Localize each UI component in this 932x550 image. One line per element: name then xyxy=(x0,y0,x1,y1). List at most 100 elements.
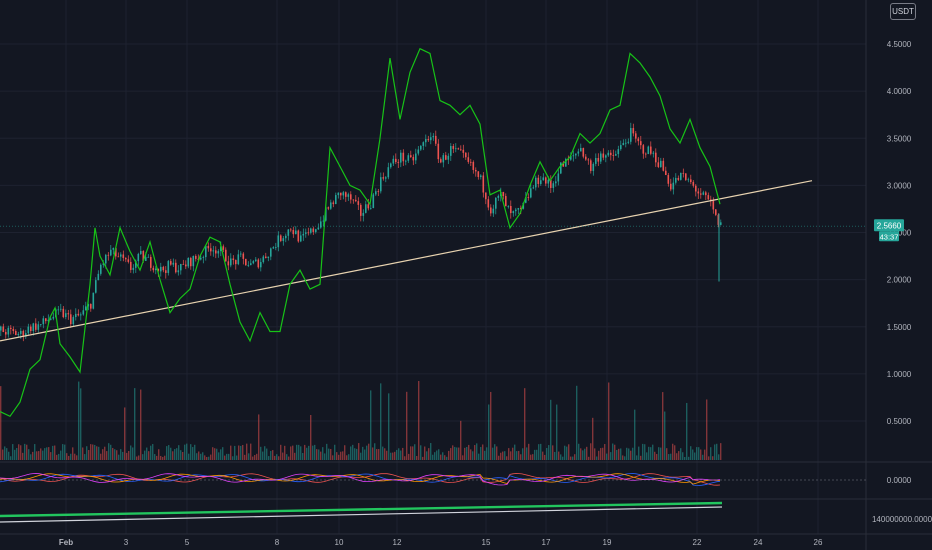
volume-bar xyxy=(66,453,68,460)
price-axis-label-6: 1.5000 xyxy=(887,323,912,332)
volume-bar xyxy=(272,450,274,460)
candle-body xyxy=(360,204,362,216)
candle-body xyxy=(557,173,560,182)
candle-body xyxy=(47,319,50,322)
candle-body xyxy=(245,258,247,266)
candle-body xyxy=(80,314,82,316)
candle-body xyxy=(480,175,482,177)
candle-body xyxy=(572,155,575,157)
volume-bar xyxy=(442,452,444,460)
volume-bar xyxy=(372,447,374,460)
candle-body xyxy=(682,172,685,174)
candle-body xyxy=(392,158,395,164)
volume-bar xyxy=(100,453,102,460)
volume-bar xyxy=(606,453,608,460)
candle-body xyxy=(207,245,210,249)
volume-bar xyxy=(84,454,86,460)
candle-body xyxy=(97,273,100,281)
candle-body xyxy=(545,177,547,184)
volume-bar xyxy=(668,454,670,460)
candle-body xyxy=(332,202,335,205)
candle-body xyxy=(542,177,545,181)
candle-body xyxy=(185,264,187,267)
volume-bar xyxy=(602,447,604,460)
volume-bar xyxy=(104,446,106,460)
volume-bar xyxy=(274,455,276,460)
volume-bar xyxy=(562,456,564,460)
volume-bar xyxy=(210,454,212,460)
candle-body xyxy=(172,262,175,265)
candle-body xyxy=(67,313,70,315)
volume-bar xyxy=(480,447,482,460)
price-axis-label-2: 3.5000 xyxy=(887,134,912,143)
volume-bar xyxy=(420,445,422,460)
volume-bar xyxy=(250,443,252,460)
volume-bar xyxy=(662,392,664,460)
candle-body xyxy=(490,207,492,214)
candle-body xyxy=(355,199,357,202)
volume-bar xyxy=(214,448,216,460)
volume-bar xyxy=(450,448,452,460)
candle-body xyxy=(652,152,655,154)
volume-bar xyxy=(534,449,536,460)
volume-bar xyxy=(80,388,82,460)
volume-bar xyxy=(632,447,634,460)
volume-bar xyxy=(684,456,686,460)
volume-bar xyxy=(712,456,714,460)
candle-body xyxy=(255,259,257,262)
candle-body xyxy=(465,152,467,158)
volume-bar xyxy=(508,448,510,460)
volume-bar xyxy=(146,447,148,460)
candle-body xyxy=(477,171,480,177)
volume-bar xyxy=(312,445,314,460)
candle-body xyxy=(502,191,505,197)
candle-body xyxy=(40,324,42,325)
volume-bar xyxy=(330,449,332,460)
candle-body xyxy=(577,151,580,154)
quote-currency-label[interactable]: USDT xyxy=(890,3,916,20)
candle-body xyxy=(180,263,182,271)
candle-body xyxy=(640,141,642,146)
candle-body xyxy=(202,257,205,258)
lower-line-green xyxy=(0,501,723,518)
candle-body xyxy=(565,159,567,167)
time-axis-label-7: 17 xyxy=(542,538,551,547)
candle-body xyxy=(77,313,80,316)
candle-body xyxy=(680,172,682,180)
candle-body xyxy=(647,146,650,155)
volume-bar xyxy=(414,444,416,460)
candle-body xyxy=(307,232,310,234)
candle-body xyxy=(247,265,250,266)
candle-body xyxy=(65,313,67,318)
candle-body xyxy=(540,180,542,184)
candle-body xyxy=(45,318,47,322)
candle-body xyxy=(487,199,490,208)
volume-bar xyxy=(470,449,472,460)
volume-bar xyxy=(656,453,658,460)
volume-bar xyxy=(70,453,72,460)
candle-body xyxy=(230,258,232,266)
volume-bar xyxy=(338,454,340,460)
candle-body xyxy=(560,162,562,174)
volume-bar xyxy=(176,448,178,460)
candle-body xyxy=(515,209,517,212)
volume-bar xyxy=(172,451,174,460)
volume-bar xyxy=(388,393,390,460)
candle-body xyxy=(170,261,172,265)
candle-body xyxy=(130,261,132,270)
volume-bar xyxy=(520,454,522,460)
volume-bar xyxy=(544,454,546,460)
candle-body xyxy=(695,185,697,192)
volume-bar xyxy=(646,452,648,460)
volume-bar xyxy=(202,452,204,460)
candle-body xyxy=(445,155,447,160)
volume-bar xyxy=(340,451,342,460)
volume-bar xyxy=(236,455,238,460)
volume-bar xyxy=(76,455,78,460)
volume-bar xyxy=(558,451,560,460)
volume-bar xyxy=(284,445,286,460)
candle-body xyxy=(257,259,260,268)
volume-bar xyxy=(294,452,296,460)
volume-bar xyxy=(404,456,406,460)
